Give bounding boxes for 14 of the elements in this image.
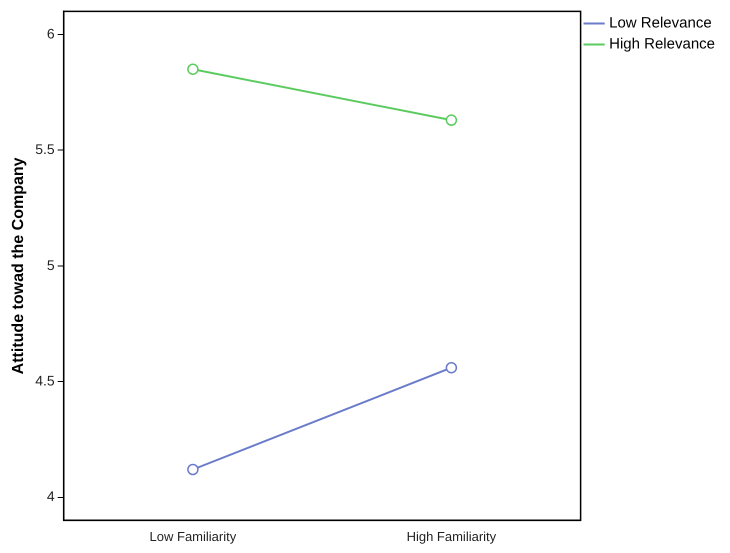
y-tick-label: 4	[46, 488, 55, 504]
point	[446, 114, 458, 126]
legend-label: Low Relevance	[609, 14, 712, 32]
y-tick-label: 6	[46, 25, 55, 42]
y-tick-label: 5.5	[35, 141, 55, 158]
y-tick-label: 4.5	[35, 372, 55, 388]
x-tick-label: High Familiarity	[406, 528, 497, 544]
x-tick-label: Low Familiarity	[150, 528, 237, 544]
point	[187, 63, 199, 75]
point	[446, 362, 458, 374]
point	[187, 464, 199, 476]
y-tick-label: 5	[46, 256, 55, 273]
legend-label: High Relevance	[609, 36, 716, 53]
y-axis-title: Attitude towad the Company	[10, 157, 28, 374]
